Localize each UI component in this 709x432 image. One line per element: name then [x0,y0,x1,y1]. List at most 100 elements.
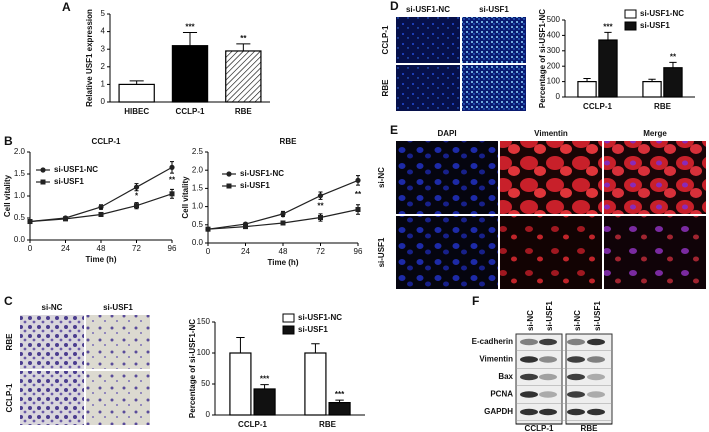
y-axis-label: Cell vitality [181,176,190,219]
x-tick-label: 96 [168,244,177,253]
column-label: si-USF1 [103,303,133,312]
legend-swatch [282,313,295,323]
x-tick-label: RBE [654,102,672,111]
group-label: RBE [581,424,599,432]
y-axis-label: Percentage of si-USF1-NC [188,319,197,418]
protein-label: Bax [498,372,513,381]
marker [169,191,175,197]
y-tick-label: 0 [556,92,561,101]
blot-band [567,408,585,416]
chart-title: CCLP-1 [92,137,121,146]
y-tick-label: 4 [101,27,106,36]
marker [27,219,33,225]
legend-label: si-USF1-NC [298,313,342,322]
significance: * [281,214,285,223]
bar [229,352,252,416]
x-tick-label: CCLP-1 [583,102,612,111]
micrograph [396,17,460,63]
marker [134,203,139,209]
legend-marker [226,183,232,189]
row-label: RBE [381,79,390,97]
legend-marker [40,167,46,173]
y-tick-label: 1.0 [192,202,204,211]
bar [577,80,597,98]
x-tick-label: 72 [316,247,325,256]
error-bar [182,31,198,46]
marker [63,216,68,222]
error-bar [311,343,320,353]
blot-band [539,356,557,363]
blot-band [567,373,585,381]
y-tick-label: 200 [547,61,561,70]
error-bar [129,80,144,85]
lane-label: si-NC [526,310,535,331]
micrograph [86,315,150,369]
legend-swatch [624,9,637,19]
protein-label: E-cadherin [472,337,513,346]
y-tick-label: 2 [101,62,106,71]
significance: ** [240,34,247,43]
y-tick-label: 2.5 [192,147,204,156]
y-tick-label: 150 [197,317,211,326]
marker [355,177,361,183]
row-label: CCLP-1 [5,383,14,412]
blot-band [587,408,605,416]
marker [169,164,175,170]
y-tick-label: 0.5 [14,213,26,222]
significance: *** [260,375,270,384]
bar [328,402,351,416]
y-axis-label: Percentage of si-USF1-NC [538,9,547,108]
x-tick-label: HIBEC [124,107,149,116]
y-tick-label: 5 [101,9,106,18]
column-label: si-USF1 [479,5,509,14]
error-bar [335,399,344,403]
y-tick-label: 1 [101,80,106,89]
significance: ** [355,190,362,199]
micrograph [20,371,84,425]
y-tick-label: 0.0 [192,238,204,247]
marker [355,207,361,213]
column-label: si-USF1-NC [406,5,450,14]
bar [171,45,209,103]
x-tick-label: 96 [354,247,363,256]
y-axis-label: Cell vitality [3,174,12,217]
error-bar [236,43,251,51]
marker [318,215,323,221]
y-tick-label: 1.0 [14,191,26,200]
significance: *** [603,22,613,31]
x-tick-label: 24 [61,244,70,253]
legend-label: si-USF1 [298,325,328,334]
micrograph [604,141,706,214]
marker [98,204,104,210]
x-tick-label: 0 [206,247,211,256]
blot-band [539,391,557,398]
column-label: Merge [643,129,667,138]
y-tick-label: 400 [547,31,561,40]
x-axis-label: Time (h) [86,255,117,264]
y-tick-label: 0.0 [14,235,26,244]
blot-band [539,408,557,416]
micrograph [462,17,526,63]
row-label: si-USF1 [377,237,386,267]
protein-label: GAPDH [484,407,513,416]
legend-label: si-USF1 [240,181,270,190]
micrograph [396,141,498,214]
blot-band [520,338,538,346]
bar [663,67,683,98]
legend-label: si-USF1-NC [240,169,284,178]
micrograph [396,65,460,111]
y-tick-label: 3 [101,44,106,53]
micrograph [396,216,498,289]
y-tick-label: 2.0 [192,165,204,174]
blot-band [520,373,538,381]
bar [598,39,618,98]
blot-band [567,391,585,398]
error-bar [260,384,269,389]
marker [280,211,286,217]
lane-label: si-USF1 [593,301,602,331]
blot-band [587,356,605,363]
chart-title: RBE [280,137,298,146]
y-tick-label: 500 [547,15,561,24]
blot-band [587,338,605,346]
